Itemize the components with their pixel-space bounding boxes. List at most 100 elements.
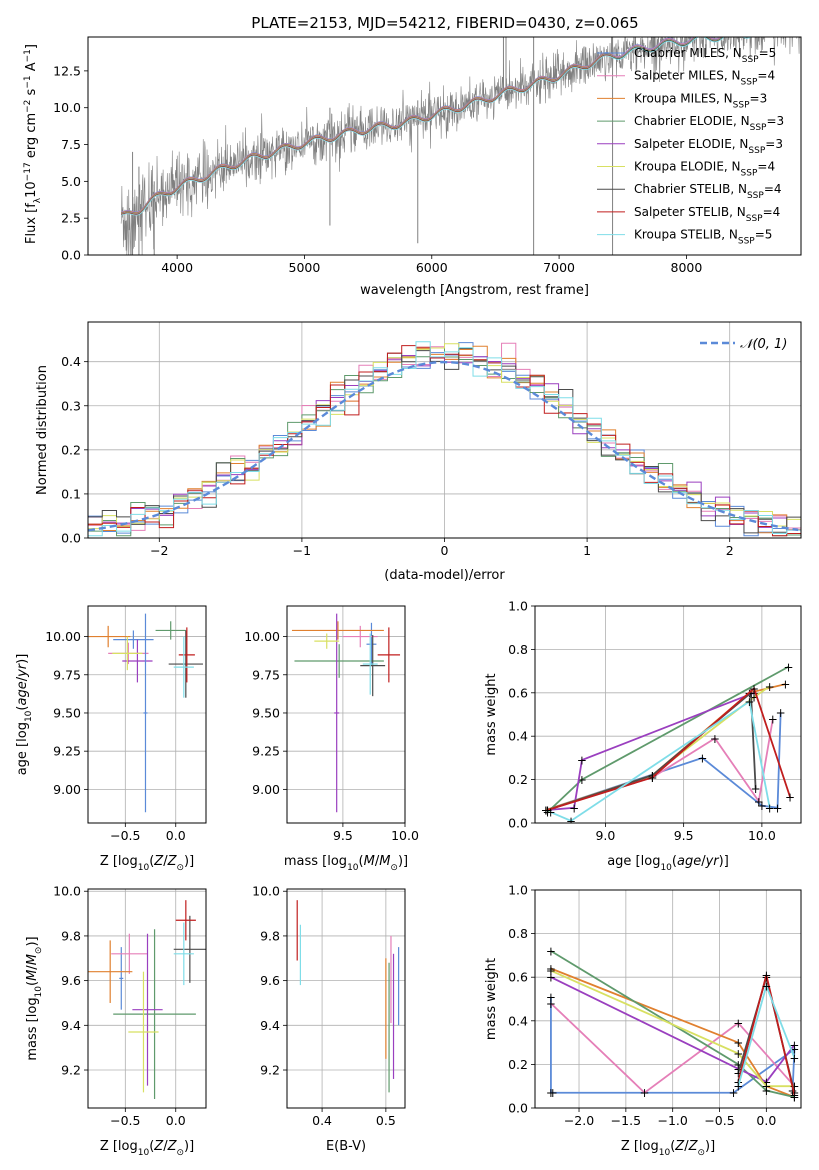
weight-marker: + <box>542 803 552 817</box>
mass-vs-metallicity-panel: −0.5 0.0 9.2 9.4 9.6 9.8 10.0 Z [log10(Z/Z⊙)] ma… <box>25 884 207 1158</box>
y-tick-label: 0.6 <box>508 685 528 700</box>
y-tick-label: 10.0 <box>53 100 81 115</box>
weight-series-line <box>550 976 796 1083</box>
x-axis-label: (data-model)/error <box>384 568 505 583</box>
legend: Chabrier MILES, NSSP=5 Salpeter MILES, NS… <box>597 46 784 247</box>
x-tick-label: −2 <box>150 543 168 558</box>
age-vs-mass-panel: 9.5 10.0 9.00 9.25 9.50 9.75 10.00 mass [log10(… <box>244 605 419 873</box>
weight-vs-metallicity-panel: +++ ++++++++++++++ ++++++++ ++++++++++−2.0−… <box>484 883 802 1158</box>
grid <box>287 606 406 823</box>
x-tick-label: 0.0 <box>166 1113 186 1128</box>
weight-marker: + <box>577 754 587 768</box>
residual-histogram-panel: −2 −1 0 1 2 0.0 0.1 0.2 0.3 0.4 (data-model)/error… <box>35 321 802 583</box>
y-tick-label: 7.5 <box>61 137 81 152</box>
weight-series-line <box>737 974 796 1096</box>
y-axis-label: mass [log10(M/M⊙)] <box>25 936 44 1060</box>
weight-marker: + <box>744 695 754 709</box>
weight-marker: + <box>733 1080 743 1094</box>
weight-marker: + <box>546 971 556 985</box>
y-tick-label: 1.0 <box>508 599 528 614</box>
weight-marker: + <box>785 790 795 804</box>
y-axis-label: Flux [fλ10−17 erg cm−2 s−1 A−1] <box>23 44 43 244</box>
axes: −2 −1 0 1 2 0.0 0.1 0.2 0.3 0.4 (data-model)/error… <box>35 321 802 583</box>
weight-marker: + <box>754 795 764 809</box>
plot-area <box>120 37 801 255</box>
weight-marker: + <box>789 1043 799 1057</box>
x-tick-label: −0.5 <box>110 1113 140 1128</box>
weight-marker: + <box>546 964 556 978</box>
weight-marker: + <box>542 803 552 817</box>
x-tick-label: 4000 <box>161 260 193 275</box>
weight-marker: + <box>546 997 556 1011</box>
axes: −2.0 −1.5 −1.0 −0.5 0.0 0.0 0.2 0.4 0.6 0.8 1.0 Z [… <box>484 883 802 1158</box>
legend-entry: Kroupa MILES, NSSP=3 <box>634 91 767 110</box>
observed-spectrum <box>120 37 801 255</box>
weight-marker: + <box>765 680 775 694</box>
y-tick-label: 0.4 <box>508 729 528 744</box>
y-tick-label: 9.8 <box>61 928 81 943</box>
weight-marker: + <box>541 803 551 817</box>
x-tick-label: −2.0 <box>564 1113 594 1128</box>
legend-entry: Salpeter MILES, NSSP=4 <box>634 69 775 88</box>
x-axis-label: Z [log10(Z/Z⊙)] <box>621 1139 715 1158</box>
legend: 𝒩(0, 1) <box>700 337 787 352</box>
weight-marker: + <box>733 1075 743 1089</box>
weight-marker: + <box>647 771 657 785</box>
axes-frame <box>87 888 207 1109</box>
errorbar-point <box>112 636 143 671</box>
axes: 4000 5000 6000 7000 8000 0.0 2.5 5.0 7.5 10.0 12.5… <box>23 36 802 298</box>
y-tick-label: 9.2 <box>260 1063 280 1078</box>
x-axis-label: Z [log10(Z/Z⊙)] <box>100 854 194 873</box>
weight-marker: + <box>783 660 793 674</box>
weight-marker: + <box>647 769 657 783</box>
x-tick-label: −0.5 <box>704 1113 734 1128</box>
errorbar-point <box>366 622 377 666</box>
y-axis-label: mass weight <box>484 673 499 755</box>
x-tick-label: −1.0 <box>658 1113 688 1128</box>
weight-marker: + <box>697 751 707 765</box>
weight-marker: + <box>546 945 556 959</box>
errorbar-point <box>119 947 124 1010</box>
x-tick-label: 0.4 <box>312 1113 332 1128</box>
axes: 9.5 10.0 9.00 9.25 9.50 9.75 10.00 mass [log10(… <box>244 605 419 873</box>
weight-marker: + <box>789 1091 799 1105</box>
y-tick-label: 0.0 <box>508 1101 528 1116</box>
y-axis-label: age [log10(age/yr)] <box>15 654 34 776</box>
axes-frame <box>87 36 802 256</box>
weight-series-line <box>550 699 771 822</box>
weight-series-line <box>547 691 755 811</box>
x-tick-label: −1 <box>293 543 311 558</box>
x-tick-label: 7000 <box>543 260 575 275</box>
mass-vs-ebv-panel: 0.4 0.5 9.2 9.4 9.6 9.8 10.0 E(B-V) <box>252 884 406 1154</box>
x-tick-label: 10.0 <box>748 828 776 843</box>
weight-marker: + <box>749 691 759 705</box>
y-tick-label: 9.00 <box>53 782 81 797</box>
plot-area <box>88 613 203 813</box>
x-tick-label: 0.0 <box>166 828 186 843</box>
weight-marker: + <box>577 773 587 787</box>
errorbar-point <box>88 625 131 648</box>
axes: −0.5 0.0 9.2 9.4 9.6 9.8 10.0 Z [log10(Z/Z⊙)] ma… <box>25 884 207 1158</box>
x-tick-label: 5000 <box>289 260 321 275</box>
x-axis-label: E(B-V) <box>326 1139 366 1154</box>
normal-curve <box>88 360 799 532</box>
y-tick-label: 9.50 <box>252 705 280 720</box>
x-axis-label: Z [log10(Z/Z⊙)] <box>100 1139 194 1158</box>
y-tick-label: 9.50 <box>53 705 81 720</box>
weight-marker: + <box>733 1067 743 1081</box>
plot-area: +++ ++++++++++++++ ++++++++ ++++++++++ <box>546 945 800 1105</box>
grid <box>88 606 206 823</box>
legend-entry: 𝒩(0, 1) <box>740 337 787 352</box>
errorbar-point <box>362 633 378 695</box>
weight-marker: + <box>761 1075 771 1089</box>
weight-marker: + <box>541 803 551 817</box>
y-axis-label: Normed distribution <box>35 365 50 495</box>
weight-marker: + <box>757 799 767 813</box>
weight-marker: + <box>546 806 556 820</box>
errorbar-point <box>342 625 378 648</box>
legend-entry: Salpeter ELODIE, NSSP=3 <box>634 137 783 156</box>
weight-marker: + <box>546 990 556 1004</box>
weight-vs-age-panel: +++ +++++++++++++++ +++++++++++++++++++9.0… <box>484 599 802 873</box>
y-tick-label: 9.6 <box>260 973 280 988</box>
